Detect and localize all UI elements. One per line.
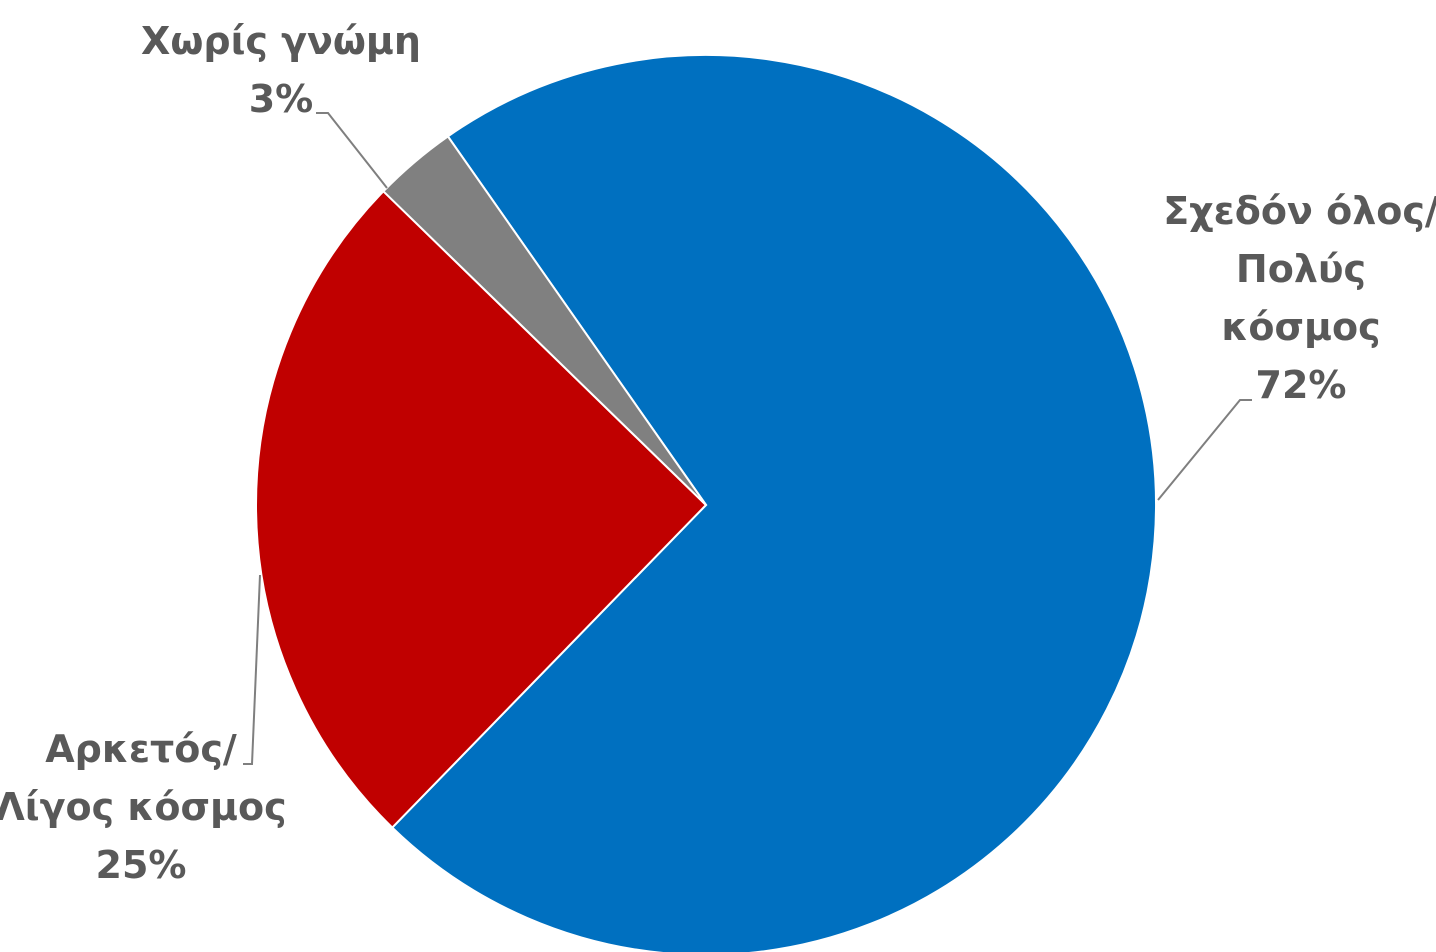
slice-category-label: Πολύς xyxy=(1236,247,1366,291)
slice-category-label: Λίγος κόσμος xyxy=(0,785,287,829)
slice-category-label: Σχεδόν όλος/ xyxy=(1163,189,1436,233)
slice-label: Αρκετός/Λίγος κόσμος 25% xyxy=(0,727,287,887)
slice-value-label: 3% xyxy=(249,77,314,121)
pie-slice xyxy=(390,54,1157,952)
slice-value-label: 25% xyxy=(96,843,187,887)
slice-value-label: 72% xyxy=(1256,363,1347,407)
slice-category-label: Αρκετός/ xyxy=(45,727,237,771)
slice-category-label: κόσμος xyxy=(1221,305,1380,349)
pie-slice xyxy=(381,134,707,506)
leader-line xyxy=(316,112,388,189)
slice-category-label: Χωρίς γνώμη xyxy=(141,19,421,63)
slice-label: Χωρίς γνώμη 3% xyxy=(141,19,421,121)
slice-label: Σχεδόν όλος/Πολύς κόσμος 72% xyxy=(1163,189,1436,407)
pie-slice xyxy=(255,189,708,830)
leader-line xyxy=(1157,399,1252,501)
leader-line xyxy=(243,574,261,765)
